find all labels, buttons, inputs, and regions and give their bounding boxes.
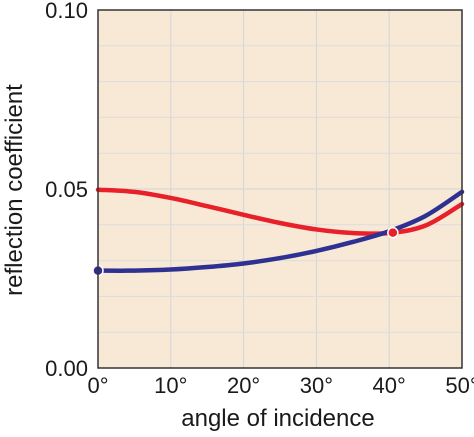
- y-tick-label-2: 0.10: [45, 0, 88, 23]
- x-axis-title: angle of incidence: [181, 405, 374, 432]
- series-0-marker-0: [387, 226, 399, 239]
- x-tick-label-5: 50°: [445, 373, 474, 398]
- x-tick-label-2: 20°: [227, 373, 260, 398]
- x-tick-label-0: 0°: [87, 373, 108, 398]
- x-tick-label-1: 10°: [154, 373, 187, 398]
- x-tick-label-3: 30°: [300, 373, 333, 398]
- y-tick-label-1: 0.05: [45, 177, 88, 202]
- y-axis-title: reflection coefficient: [1, 84, 28, 296]
- x-tick-label-4: 40°: [373, 373, 406, 398]
- grid-lines: [98, 10, 462, 368]
- series-line-1: [95, 189, 465, 273]
- series-layer: [92, 187, 465, 277]
- series-line-0: [95, 187, 465, 236]
- y-tick-label-0: 0.00: [45, 356, 88, 381]
- x-tick-labels: 0° 10° 20° 30° 40° 50°: [87, 373, 474, 398]
- y-tick-labels: 0.00 0.05 0.10: [45, 0, 88, 381]
- plot-frame: [97, 9, 463, 369]
